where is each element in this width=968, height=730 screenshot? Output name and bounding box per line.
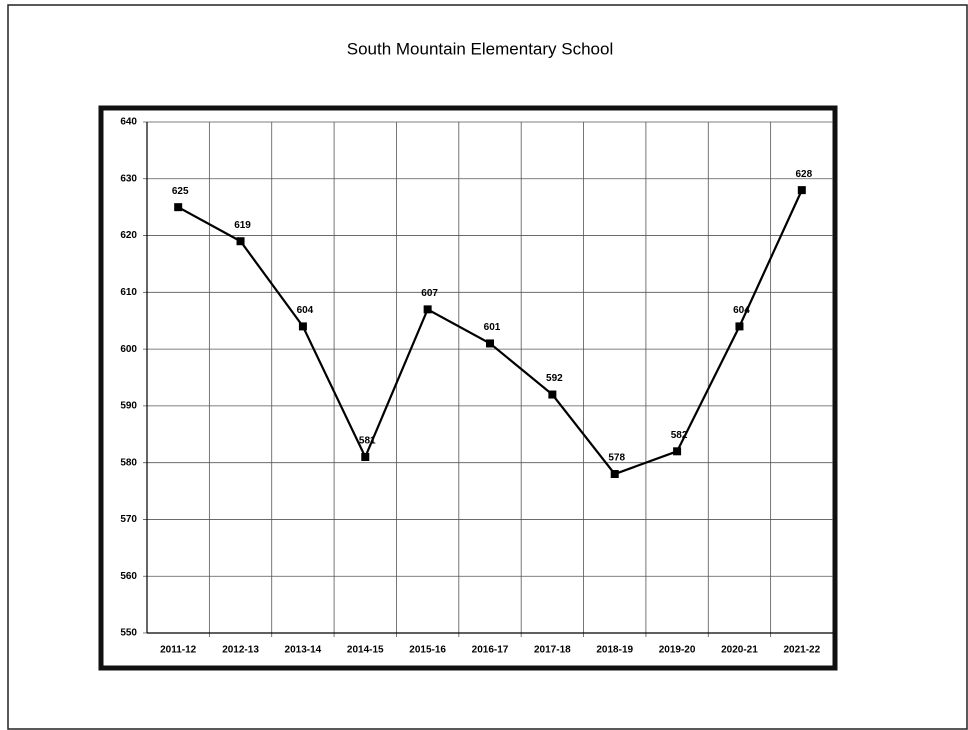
x-tick-label: 2021-22 xyxy=(783,645,820,656)
y-tick-label: 590 xyxy=(120,401,137,412)
chart-frame xyxy=(98,105,838,671)
y-tick-label: 620 xyxy=(120,230,137,241)
data-label: 604 xyxy=(733,305,750,316)
x-tick-label: 2013-14 xyxy=(285,645,322,656)
x-tick-label: 2018-19 xyxy=(596,645,633,656)
data-label: 604 xyxy=(297,305,314,316)
y-tick-label: 550 xyxy=(120,628,137,639)
data-label: 581 xyxy=(359,436,376,447)
data-label: 628 xyxy=(795,169,812,180)
marker xyxy=(423,305,432,314)
data-label: 582 xyxy=(671,430,688,441)
marker xyxy=(361,452,370,461)
marker xyxy=(236,237,245,246)
x-tick-label: 2011-12 xyxy=(160,645,197,656)
marker xyxy=(673,447,682,456)
x-tick-label: 2015-16 xyxy=(409,645,446,656)
y-tick-label: 630 xyxy=(120,173,137,184)
chart-title: South Mountain Elementary School xyxy=(347,39,614,58)
marker xyxy=(797,186,806,195)
y-tick-label: 610 xyxy=(120,287,137,298)
x-tick-label: 2014-15 xyxy=(347,645,384,656)
x-tick-label: 2016-17 xyxy=(472,645,509,656)
data-label: 578 xyxy=(608,453,625,464)
data-label: 625 xyxy=(172,186,189,197)
x-tick-label: 2017-18 xyxy=(534,645,571,656)
marker xyxy=(298,322,307,331)
marker xyxy=(735,322,744,331)
marker xyxy=(548,390,557,399)
y-tick-label: 580 xyxy=(120,457,137,468)
x-tick-label: 2020-21 xyxy=(721,645,758,656)
marker xyxy=(486,339,494,348)
data-label: 607 xyxy=(421,288,438,299)
data-label: 601 xyxy=(484,322,501,333)
y-tick-label: 640 xyxy=(120,117,137,128)
x-tick-label: 2012-13 xyxy=(222,645,259,656)
data-label: 592 xyxy=(546,373,563,384)
y-tick-label: 560 xyxy=(120,571,137,582)
data-label: 619 xyxy=(234,220,251,231)
y-tick-label: 600 xyxy=(120,344,137,355)
marker xyxy=(610,470,619,479)
marker xyxy=(174,203,183,212)
y-tick-label: 570 xyxy=(120,514,137,525)
x-tick-label: 2019-20 xyxy=(659,645,696,656)
